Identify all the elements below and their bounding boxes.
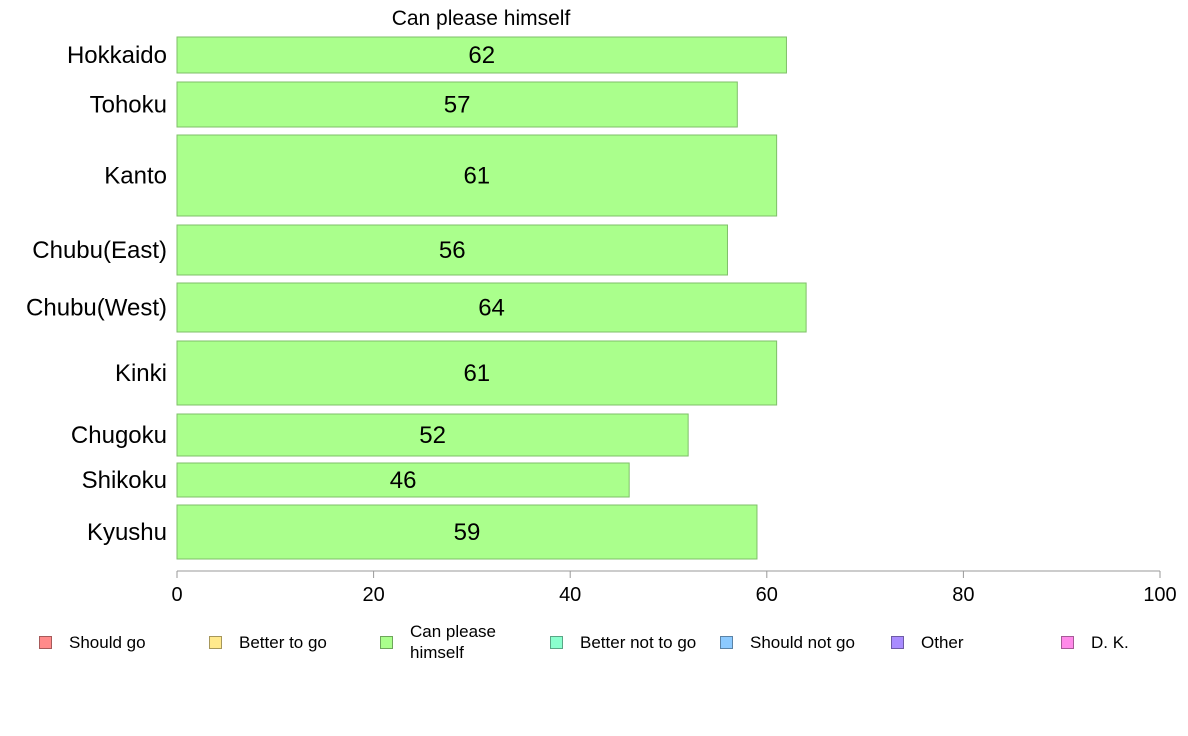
category-label: Chubu(West) [26,295,167,322]
bar-value-label: 57 [444,92,471,119]
x-axis: 0 20 40 60 80 100 [171,570,1177,606]
bars-layer: 62 Hokkaido 57 Tohoku 61 Kanto 56 Chubu(East) 64… [26,36,807,560]
legend-item: Better to go [209,620,389,664]
chart-title: Can please himself [392,7,571,30]
legend-item: Can please himself [380,620,510,664]
legend-swatch [380,635,393,649]
legend-label: Better to go [239,632,327,652]
x-tick-label: 100 [1143,584,1176,606]
bar-kanto [176,134,778,217]
legend-item: Other [891,620,1071,664]
legend-swatch [39,635,52,649]
bar-tohoku [176,81,738,128]
bar-value-label: 64 [478,295,505,322]
bar-value-label: 52 [419,422,446,449]
x-tick-label: 0 [171,584,182,606]
legend-swatch [550,635,563,649]
x-tick-label: 60 [756,584,778,606]
x-tick-label: 20 [362,584,384,606]
bar-value-label: 61 [463,163,490,190]
legend-swatch [891,635,904,649]
legend: Should go Better to go Can please himself B… [0,620,1188,664]
bar-chubu-west [176,282,807,333]
legend-label: D. K. [1091,632,1129,652]
bar-value-label: 61 [463,360,490,387]
legend-item: Should go [39,620,219,664]
legend-label: Should go [69,632,146,652]
bar-chugoku [176,413,689,457]
legend-label: Other [921,632,964,652]
legend-swatch [209,635,222,649]
category-label: Chubu(East) [32,237,167,264]
bar-hokkaido [176,36,787,74]
legend-swatch [720,635,733,649]
x-tick-label: 40 [559,584,581,606]
bar-kinki [176,340,778,406]
category-label: Kinki [115,360,167,387]
bar-value-label: 62 [468,42,495,69]
bar-value-label: 46 [390,467,417,494]
legend-label: Should not go [750,632,855,652]
legend-item: D. K. [1061,620,1188,664]
legend-swatch [1061,635,1074,649]
bar-value-label: 59 [454,519,481,546]
legend-label: Better not to go [580,632,697,652]
category-label: Kyushu [87,519,167,546]
bar-chubu-east [176,224,728,276]
category-label: Chugoku [71,422,167,449]
x-tick-label: 80 [952,584,974,606]
legend-item: Better not to go [550,620,730,664]
legend-label: Can please himself [410,622,497,662]
legend-item: Should not go [720,620,900,664]
category-label: Shikoku [82,467,167,494]
bar-value-label: 56 [439,237,466,264]
bar-kyushu [176,504,758,560]
bar-shikoku [176,462,630,498]
category-label: Hokkaido [67,42,167,69]
category-label: Kanto [104,163,167,190]
category-label: Tohoku [90,92,167,119]
